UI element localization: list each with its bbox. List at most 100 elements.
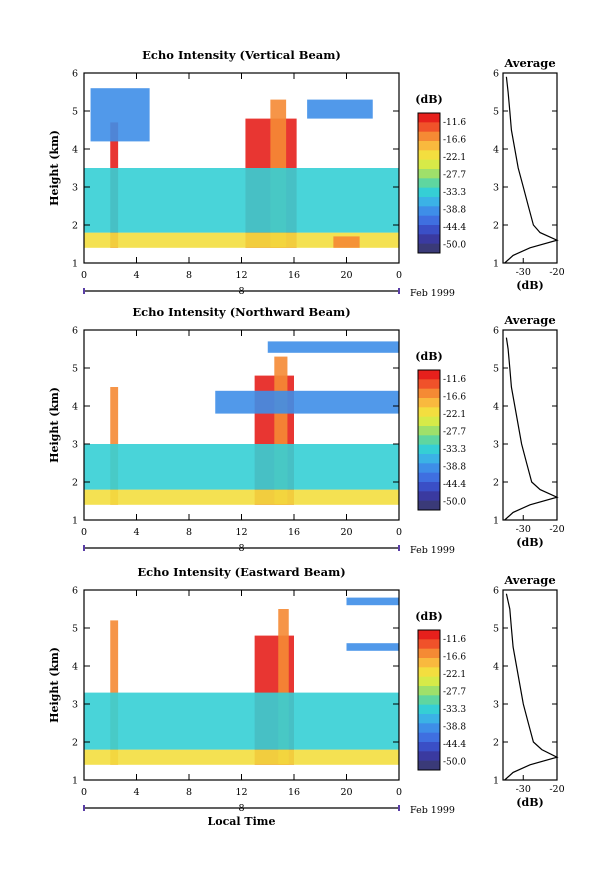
y-tick-label: 4 bbox=[72, 402, 78, 413]
colorbar-swatch bbox=[418, 370, 440, 380]
colorbar-swatch bbox=[418, 500, 440, 511]
colorbar-swatch bbox=[418, 206, 440, 217]
colorbar-swatch bbox=[418, 630, 440, 640]
colorbar-frame bbox=[417, 629, 441, 771]
avg-x-label: (dB) bbox=[516, 796, 543, 809]
x-tick-label: 16 bbox=[288, 527, 300, 538]
colorbar-swatch bbox=[418, 732, 440, 743]
colorbar-swatch bbox=[418, 379, 440, 390]
x-tick-label: 20 bbox=[340, 527, 352, 538]
colorbar-swatch bbox=[418, 416, 440, 427]
heatmap-cell bbox=[84, 232, 399, 248]
y-axis-label: Height (km) bbox=[48, 647, 61, 723]
y-tick-label: 3 bbox=[72, 700, 78, 711]
colorbar-label: -16.6 bbox=[443, 392, 466, 402]
panel-0 bbox=[83, 72, 559, 294]
avg-x-tick-label: -30 bbox=[516, 524, 531, 535]
average-title: Average bbox=[503, 56, 555, 70]
y-tick-label: 4 bbox=[72, 662, 78, 673]
avg-y-tick-label: 4 bbox=[493, 145, 499, 156]
colorbar-label: -44.4 bbox=[443, 480, 466, 490]
y-tick-label: 3 bbox=[72, 440, 78, 451]
colorbar-swatch bbox=[418, 150, 440, 161]
colorbar-swatch bbox=[418, 141, 440, 151]
avg-y-tick-label: 2 bbox=[493, 478, 499, 489]
colorbar-swatch bbox=[418, 742, 440, 752]
colorbar-unit: (dB) bbox=[415, 350, 442, 363]
colorbar-swatch bbox=[418, 225, 440, 235]
avg-y-tick-label: 6 bbox=[493, 326, 499, 337]
x-tick-label: 16 bbox=[288, 787, 300, 798]
average-profile-line bbox=[504, 593, 559, 781]
x-tick-label: 0 bbox=[81, 527, 87, 538]
colorbar-swatch bbox=[418, 178, 440, 189]
colorbar-swatch bbox=[418, 426, 440, 436]
date-label: 8 bbox=[238, 543, 244, 554]
date-month: Feb 1999 bbox=[410, 805, 455, 816]
date-label: 8 bbox=[238, 286, 244, 297]
colorbar-unit: (dB) bbox=[415, 93, 442, 106]
y-tick-label: 5 bbox=[72, 364, 78, 375]
x-tick-label: 8 bbox=[186, 787, 192, 798]
colorbar-swatch bbox=[418, 444, 440, 455]
colorbar-swatch bbox=[418, 714, 440, 724]
avg-y-tick-label: 1 bbox=[493, 259, 499, 270]
avg-x-tick-label: -20 bbox=[549, 524, 564, 535]
colorbar-swatch bbox=[418, 159, 440, 170]
heatmap-cell bbox=[84, 168, 399, 233]
colorbar-swatch bbox=[418, 639, 440, 650]
x-tick-label: 4 bbox=[133, 270, 139, 281]
colorbar-label: -44.4 bbox=[443, 740, 466, 750]
colorbar-swatch bbox=[418, 113, 440, 123]
colorbar-swatch bbox=[418, 407, 440, 418]
panel-2 bbox=[83, 589, 559, 811]
x-tick-label: 12 bbox=[235, 270, 247, 281]
colorbar-label: -44.4 bbox=[443, 223, 466, 233]
average-profile-line bbox=[504, 76, 559, 264]
panel-title: Echo Intensity (Vertical Beam) bbox=[142, 48, 341, 62]
average-frame bbox=[502, 329, 558, 521]
avg-x-tick-label: -30 bbox=[516, 784, 531, 795]
colorbar-swatch bbox=[418, 169, 440, 179]
x-axis-label: Local Time bbox=[208, 815, 276, 828]
average-frame bbox=[502, 589, 558, 781]
avg-y-tick-label: 4 bbox=[493, 662, 499, 673]
colorbar-label: -11.6 bbox=[443, 375, 466, 385]
heatmap-cell bbox=[267, 341, 399, 353]
colorbar-swatch bbox=[418, 723, 440, 734]
colorbar-label: -33.3 bbox=[443, 445, 466, 455]
colorbar-swatch bbox=[418, 676, 440, 687]
x-tick-label: 12 bbox=[235, 787, 247, 798]
avg-x-tick-label: -20 bbox=[549, 784, 564, 795]
x-tick-label: 4 bbox=[133, 527, 139, 538]
x-tick-label: 0 bbox=[396, 527, 402, 538]
avg-x-label: (dB) bbox=[516, 536, 543, 549]
y-tick-label: 1 bbox=[72, 776, 78, 787]
y-tick-label: 2 bbox=[72, 221, 78, 232]
date-month: Feb 1999 bbox=[410, 288, 455, 299]
heatmap-cell bbox=[278, 609, 289, 765]
colorbar-swatch bbox=[418, 658, 440, 668]
date-label: 8 bbox=[238, 803, 244, 814]
y-tick-label: 5 bbox=[72, 624, 78, 635]
y-tick-label: 1 bbox=[72, 516, 78, 527]
y-tick-label: 3 bbox=[72, 183, 78, 194]
y-tick-label: 2 bbox=[72, 478, 78, 489]
avg-y-tick-label: 5 bbox=[493, 107, 499, 118]
x-tick-label: 16 bbox=[288, 270, 300, 281]
colorbar-swatch bbox=[418, 187, 440, 198]
colorbar-label: -38.8 bbox=[443, 205, 466, 215]
avg-y-tick-label: 3 bbox=[493, 700, 499, 711]
y-tick-label: 4 bbox=[72, 145, 78, 156]
heatmap-cell bbox=[346, 643, 399, 651]
avg-y-tick-label: 6 bbox=[493, 586, 499, 597]
colorbar-label: -27.7 bbox=[443, 687, 466, 697]
y-axis-label: Height (km) bbox=[48, 387, 61, 463]
colorbar-frame bbox=[417, 369, 441, 511]
colorbar-label: -11.6 bbox=[443, 118, 466, 128]
x-tick-label: 8 bbox=[186, 270, 192, 281]
colorbar-label: -33.3 bbox=[443, 188, 466, 198]
colorbar-swatch bbox=[418, 472, 440, 483]
colorbar-swatch bbox=[418, 667, 440, 678]
x-tick-label: 0 bbox=[396, 787, 402, 798]
